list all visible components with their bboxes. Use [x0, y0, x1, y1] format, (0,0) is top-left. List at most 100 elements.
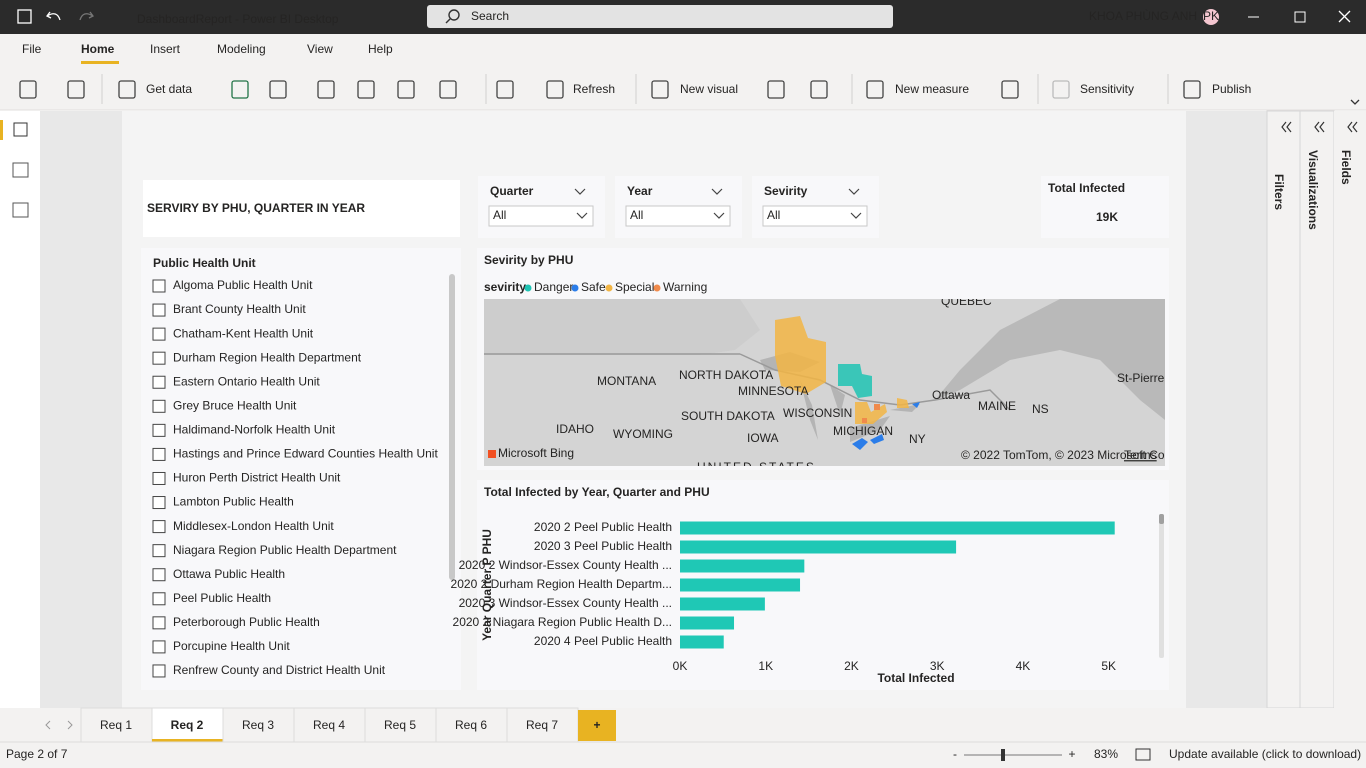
- page-tab[interactable]: [151, 707, 224, 743]
- phu-checkbox[interactable]: [152, 592, 166, 606]
- phu-item[interactable]: Niagara Region Public Health Department: [173, 543, 397, 557]
- phu-checkbox[interactable]: [152, 568, 166, 582]
- ribbon-icon[interactable]: [357, 80, 375, 99]
- page-tab[interactable]: [364, 707, 437, 743]
- close-button[interactable]: [1338, 10, 1351, 23]
- ribbon-button[interactable]: Sensitivity: [1080, 82, 1134, 96]
- phu-item[interactable]: Renfrew County and District Health Unit: [173, 663, 386, 677]
- menu-item[interactable]: View: [307, 42, 333, 56]
- phu-item[interactable]: Huron Perth District Health Unit: [173, 471, 341, 485]
- bar[interactable]: [680, 616, 735, 630]
- phu-item[interactable]: Peterborough Public Health: [173, 615, 320, 629]
- search-box[interactable]: [427, 5, 893, 28]
- slicer-chevron[interactable]: [574, 188, 586, 195]
- slicer-dropdown[interactable]: [762, 205, 868, 227]
- undo-icon[interactable]: [46, 11, 61, 21]
- ribbon-button[interactable]: Publish: [1212, 82, 1251, 96]
- zoom-in[interactable]: +: [1068, 747, 1075, 761]
- ribbon-icon[interactable]: [496, 80, 514, 99]
- ribbon-icon[interactable]: [1183, 80, 1201, 99]
- page-tab[interactable]: [293, 707, 366, 743]
- ribbon-icon[interactable]: [1052, 80, 1070, 99]
- ribbon-icon[interactable]: [317, 80, 335, 99]
- bar[interactable]: [680, 635, 724, 649]
- phu-checkbox[interactable]: [152, 375, 166, 389]
- phu-checkbox[interactable]: [152, 351, 166, 365]
- pane-expand[interactable]: [1281, 121, 1292, 133]
- phu-checkbox[interactable]: [152, 447, 166, 461]
- phu-checkbox[interactable]: [152, 664, 166, 678]
- phu-checkbox[interactable]: [152, 327, 166, 341]
- phu-item[interactable]: Durham Region Health Department: [173, 350, 362, 364]
- ribbon-icon[interactable]: [546, 80, 564, 99]
- ribbon-icon[interactable]: [231, 80, 249, 99]
- phu-checkbox[interactable]: [152, 496, 166, 510]
- phu-checkbox[interactable]: [152, 423, 166, 437]
- menu-item[interactable]: File: [22, 42, 42, 56]
- ribbon-icon[interactable]: [67, 80, 85, 99]
- ribbon-icon[interactable]: [118, 80, 136, 99]
- menu-item[interactable]: Modeling: [217, 42, 266, 56]
- ribbon-icon[interactable]: [651, 80, 669, 99]
- ribbon-button[interactable]: New visual: [680, 82, 738, 96]
- phu-item[interactable]: Porcupine Health Unit: [173, 639, 290, 653]
- page-tab[interactable]: [80, 707, 153, 743]
- report-view-icon[interactable]: [13, 122, 28, 137]
- phu-checkbox[interactable]: [152, 616, 166, 630]
- data-view-icon[interactable]: [12, 162, 29, 178]
- phu-item[interactable]: Eastern Ontario Health Unit: [173, 374, 320, 388]
- bar[interactable]: [680, 559, 805, 573]
- page-tab[interactable]: [506, 707, 579, 743]
- phu-scrollbar[interactable]: [449, 274, 455, 580]
- phu-checkbox[interactable]: [152, 279, 166, 293]
- zoom-out[interactable]: -: [953, 747, 957, 761]
- ribbon-icon[interactable]: [767, 80, 785, 99]
- ribbon-icon[interactable]: [810, 80, 828, 99]
- model-view-icon[interactable]: [12, 202, 29, 218]
- phu-checkbox[interactable]: [152, 520, 166, 534]
- phu-item[interactable]: Hastings and Prince Edward Counties Heal…: [173, 447, 438, 461]
- pane-title[interactable]: Visualizations: [1306, 150, 1320, 230]
- bar[interactable]: [680, 521, 1115, 535]
- ribbon-icon[interactable]: [866, 80, 884, 99]
- pane-title[interactable]: Filters: [1272, 174, 1286, 210]
- save-icon[interactable]: [17, 9, 32, 24]
- ribbon-icon[interactable]: [1001, 80, 1019, 99]
- add-page-button[interactable]: [578, 710, 616, 741]
- update-notice[interactable]: Update available (click to download): [1169, 747, 1361, 761]
- tab-nav[interactable]: [45, 720, 73, 730]
- menu-item[interactable]: Home: [81, 42, 115, 56]
- avatar[interactable]: [1203, 9, 1219, 25]
- redo-icon[interactable]: [79, 11, 94, 21]
- ribbon-collapse[interactable]: [1350, 99, 1360, 105]
- phu-checkbox[interactable]: [152, 399, 166, 413]
- ribbon-icon[interactable]: [397, 80, 415, 99]
- ribbon-button[interactable]: Get data: [146, 82, 192, 96]
- bar[interactable]: [680, 597, 765, 611]
- pane-expand[interactable]: [1347, 121, 1358, 133]
- phu-checkbox[interactable]: [152, 640, 166, 654]
- map-terms[interactable]: Terms: [1124, 448, 1157, 462]
- phu-item[interactable]: Grey Bruce Health Unit: [173, 398, 297, 412]
- phu-item[interactable]: Chatham-Kent Health Unit: [173, 326, 314, 340]
- ribbon-icon[interactable]: [19, 80, 37, 99]
- phu-checkbox[interactable]: [152, 471, 166, 485]
- phu-item[interactable]: Brant County Health Unit: [173, 302, 306, 316]
- phu-checkbox[interactable]: [152, 303, 166, 317]
- ribbon-button[interactable]: Refresh: [573, 82, 615, 96]
- phu-item[interactable]: Haldimand-Norfolk Health Unit: [173, 423, 336, 437]
- menu-item[interactable]: Insert: [150, 42, 181, 56]
- phu-item[interactable]: Algoma Public Health Unit: [173, 278, 313, 292]
- ribbon-icon[interactable]: [439, 80, 457, 99]
- bar[interactable]: [680, 578, 801, 592]
- zoom-thumb[interactable]: [1001, 749, 1005, 761]
- maximize-button[interactable]: [1294, 11, 1306, 23]
- slicer-dropdown[interactable]: [625, 205, 731, 227]
- ribbon-icon[interactable]: [269, 80, 287, 99]
- phu-item[interactable]: Peel Public Health: [173, 591, 271, 605]
- fit-page-icon[interactable]: [1135, 748, 1151, 761]
- slicer-chevron[interactable]: [711, 188, 723, 195]
- phu-checkbox[interactable]: [152, 544, 166, 558]
- pane-title[interactable]: Fields: [1339, 150, 1353, 185]
- phu-item[interactable]: Middlesex-London Health Unit: [173, 519, 334, 533]
